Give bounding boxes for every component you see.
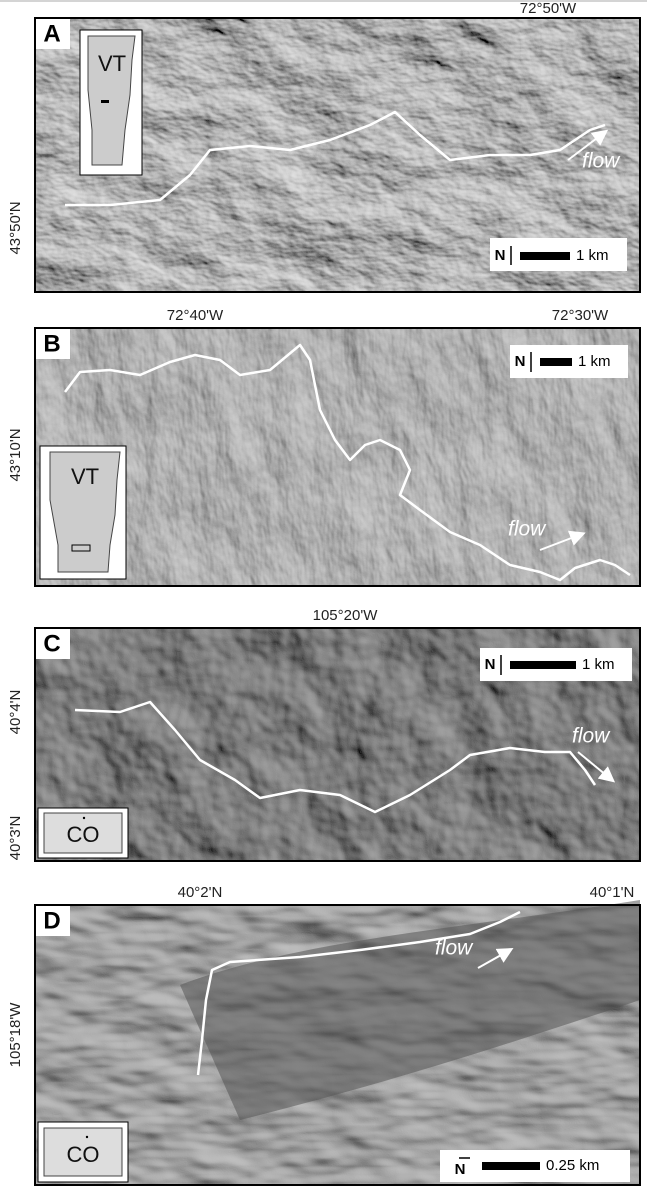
panel-label: A xyxy=(43,20,60,47)
inset-site xyxy=(86,1136,88,1138)
flow-label: flow xyxy=(572,725,611,748)
scale-bar xyxy=(520,252,570,260)
panel-a: flow VT A N 1 km 72°50'W 43°50'N xyxy=(7,0,640,292)
panel-label: B xyxy=(43,330,60,357)
panel-b: flow VT B N 1 km 72°40'W 72°30'W 43°10'N xyxy=(7,307,640,586)
scale-label: 1 km xyxy=(582,656,615,673)
top-coordinate: 72°50'W xyxy=(520,0,577,17)
figure: flow VT A N 1 km 72°50'W 43°50'N flow VT… xyxy=(0,0,647,1189)
north-label: N xyxy=(485,656,496,673)
panel-d: flow CO D N 0.25 km 40°2'N 40°1'N 105°18… xyxy=(7,884,640,1185)
flow-label: flow xyxy=(508,518,547,541)
flow-label: flow xyxy=(582,150,621,173)
left-coordinate: 105°18'W xyxy=(7,1002,24,1068)
top-coordinate: 40°1'N xyxy=(590,884,635,901)
inset-label: CO xyxy=(67,1142,100,1167)
panel-label: C xyxy=(43,630,60,657)
scale-label: 1 km xyxy=(576,247,609,264)
left-coordinate: 43°10'N xyxy=(7,428,24,481)
panel-label: D xyxy=(43,907,60,934)
inset-site xyxy=(101,100,109,103)
scale-bar xyxy=(540,358,572,366)
north-label: N xyxy=(455,1161,466,1178)
top-coordinate: 105°20'W xyxy=(313,607,379,624)
scale-label: 0.25 km xyxy=(546,1157,599,1174)
inset-label: VT xyxy=(98,51,126,76)
top-coordinate: 72°30'W xyxy=(552,307,609,324)
left-coordinate: 40°3'N xyxy=(7,816,24,861)
inset-label: VT xyxy=(71,464,99,489)
top-coordinate: 40°2'N xyxy=(178,884,223,901)
flow-label: flow xyxy=(435,937,474,960)
inset-site xyxy=(83,817,85,819)
top-coordinate: 72°40'W xyxy=(167,307,224,324)
inset-label: CO xyxy=(67,822,100,847)
panel-c: flow CO C N 1 km 105°20'W 40°4'N 40°3'N xyxy=(7,607,640,861)
north-label: N xyxy=(515,353,526,370)
north-label: N xyxy=(495,247,506,264)
scale-bar xyxy=(482,1162,540,1170)
left-coordinate: 43°50'N xyxy=(7,201,24,254)
left-coordinate: 40°4'N xyxy=(7,690,24,735)
scale-label: 1 km xyxy=(578,353,611,370)
scale-bar xyxy=(510,661,576,669)
